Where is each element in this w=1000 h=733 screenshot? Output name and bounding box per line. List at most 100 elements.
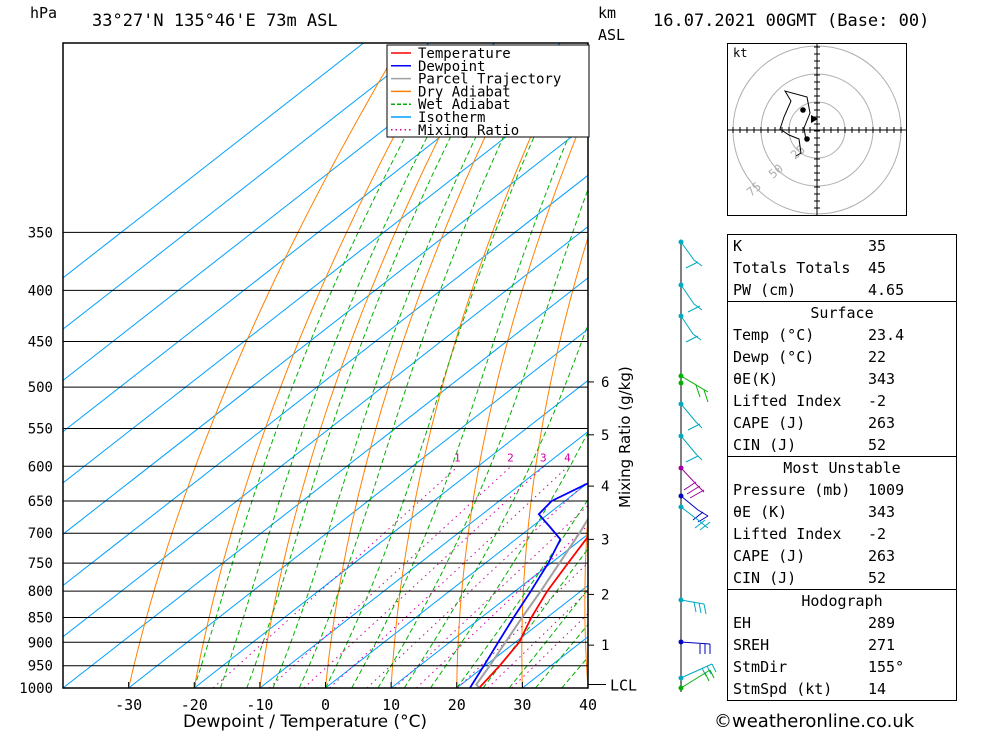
dry-adiabat-line (584, 508, 588, 688)
isotherm-line (63, 174, 588, 587)
series-parcel-trajectory (475, 517, 588, 688)
hodograph: kt 25 50 75 (727, 43, 907, 216)
wind-profile (678, 239, 717, 692)
isotherm-line (63, 43, 496, 382)
x-tick-label: -30 (115, 696, 142, 714)
isotherm-line (63, 43, 561, 433)
index-label: CAPE (J) (733, 414, 806, 432)
index-row: SREH 271 (728, 634, 956, 656)
hodograph-header: Hodograph (728, 589, 956, 612)
hpa-unit-label: hPa (30, 4, 58, 22)
index-label: Pressure (mb) (733, 481, 851, 499)
index-label: CIN (J) (733, 436, 797, 454)
index-row: CIN (J) 52 (728, 567, 956, 589)
isotherm-line (259, 431, 588, 688)
isotherm-line (63, 43, 430, 330)
pressure-tick-label: 400 (28, 283, 53, 299)
index-row: CAPE (J) 263 (728, 545, 956, 567)
x-axis-title: Dewpoint / Temperature (°C) (183, 712, 427, 732)
wet-adiabat-line (403, 322, 588, 688)
wet-adiabat-line (246, 49, 496, 688)
dry-adiabat-line (456, 106, 588, 688)
index-value: -2 (868, 525, 887, 543)
index-label: StmSpd (kt) (733, 680, 833, 698)
legend-box (386, 44, 590, 138)
pressure-tick-label: 600 (28, 459, 53, 475)
wet-adiabat-line (377, 187, 588, 688)
index-label: CIN (J) (733, 569, 797, 587)
km-tick-label: 5 (601, 428, 609, 444)
surface-header: Surface (728, 301, 956, 324)
mixing-ratio-label: 1 (454, 451, 461, 464)
index-label: Lifted Index (733, 525, 842, 543)
general-indices: K 35 Totals Totals 45 PW (cm) 4.65 (728, 235, 956, 301)
isotherm-line (63, 72, 588, 484)
dry-adiabat-line (325, 49, 528, 688)
index-row: Lifted Index -2 (728, 390, 956, 412)
wind-barb (678, 282, 703, 313)
most-unstable-indices: Pressure (mb) 1009 θE (K) 343 Lifted Index -2… (728, 479, 956, 589)
index-label: Lifted Index (733, 392, 842, 410)
pressure-tick-label: 450 (28, 334, 53, 350)
legend-label: Mixing Ratio (418, 123, 519, 139)
x-tick-label: 40 (579, 696, 597, 714)
dry-adiabat-line (193, 49, 442, 688)
mixing-ratio-label: 10 (646, 451, 659, 464)
mixing-ratio-line (394, 504, 588, 688)
wind-barb (678, 639, 711, 654)
hodograph-point (804, 136, 810, 142)
pressure-tick-label: 900 (28, 635, 53, 651)
dry-adiabat-line (521, 235, 588, 688)
wet-adiabat-line (508, 588, 588, 688)
wind-barb (678, 465, 705, 499)
wind-barb (678, 433, 703, 463)
index-value: 343 (868, 370, 896, 388)
index-value: 14 (868, 680, 887, 698)
index-row: θE(K) 343 (728, 368, 956, 390)
skew-t-diagram: 12346810152025 3504004505005506006507007… (19, 42, 659, 732)
index-value: 155° (868, 658, 905, 676)
dry-adiabat-line (259, 49, 485, 688)
isotherm-line (128, 328, 588, 688)
isotherm-line (63, 225, 588, 638)
index-value: 22 (868, 348, 887, 366)
series-temperature (478, 535, 588, 688)
index-row: CAPE (J) 263 (728, 412, 956, 434)
location-title: 33°27'N 135°46'E 73m ASL (92, 11, 338, 31)
wet-adiabat-line (430, 431, 588, 688)
x-tick-label: 10 (382, 696, 400, 714)
mixing-ratio-line (268, 465, 512, 688)
mixing-ratio-line (366, 480, 588, 688)
index-label: Temp (°C) (733, 326, 815, 344)
index-value: 289 (868, 614, 896, 632)
wet-adiabat-line (272, 49, 520, 688)
wet-adiabat-line (193, 49, 453, 688)
index-row: StmSpd (kt) 14 (728, 678, 956, 700)
wind-barb (678, 504, 711, 531)
km-tick-label: 2 (601, 587, 609, 603)
isotherm-line (63, 123, 588, 535)
pressure-tick-label: 650 (28, 494, 53, 510)
pressure-tick-label: 500 (28, 380, 53, 396)
wind-barb (678, 239, 703, 269)
index-value: 343 (868, 503, 896, 521)
wind-barb (678, 373, 709, 403)
pressure-tick-label: 1000 (19, 681, 53, 697)
index-label: PW (cm) (733, 281, 797, 299)
isotherm-line (63, 43, 364, 279)
pressure-tick-label: 800 (28, 584, 53, 600)
mixing-ratio-label: 6 (599, 451, 606, 464)
index-label: StmDir (733, 658, 788, 676)
index-row: EH 289 (728, 612, 956, 634)
mixing-ratio-label: 4 (564, 451, 571, 464)
mixing-ratio-line (212, 465, 459, 688)
index-label: θE (K) (733, 503, 788, 521)
index-row: StmDir 155° (728, 656, 956, 678)
dry-adiabat-line (390, 49, 571, 688)
mixing-ratio-line (457, 562, 588, 688)
index-row: θE (K) 343 (728, 501, 956, 523)
index-row-k: K 35 (728, 235, 956, 257)
wet-adiabat-line (351, 89, 588, 688)
index-value: 52 (868, 436, 887, 454)
